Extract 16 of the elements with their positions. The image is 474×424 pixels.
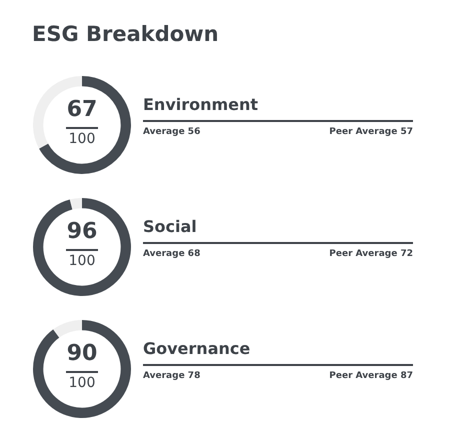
text: Social [143,217,197,236]
text: ESG Breakdown [32,22,219,46]
text: Peer Average 87 [329,371,413,381]
data-label: 90 [66,341,98,366]
text: 100 [68,131,96,147]
text: Average 68 [143,249,200,259]
text: Governance [143,339,250,358]
text: Environment [143,95,258,114]
text: Average 78 [143,371,200,381]
text: 100 [68,375,96,391]
data-label: 67 [66,97,98,122]
text: Average 56 [143,127,200,137]
text: Peer Average 57 [329,127,413,137]
text: Peer Average 72 [329,249,413,259]
data-label: 96 [66,219,98,244]
text: 100 [68,253,96,269]
